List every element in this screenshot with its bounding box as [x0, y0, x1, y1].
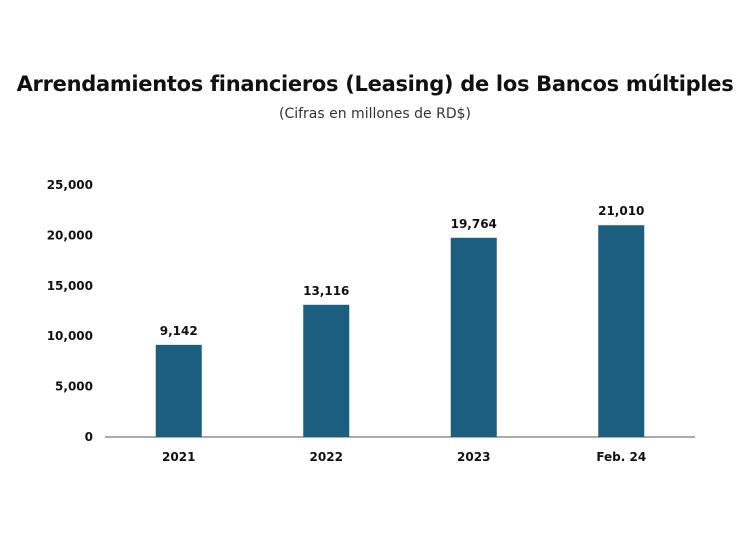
data-label: 21,010 — [598, 204, 644, 218]
x-tick-label: 2023 — [457, 450, 490, 464]
y-tick-label: 20,000 — [47, 228, 93, 242]
data-label: 9,142 — [160, 324, 198, 338]
data-label: 19,764 — [451, 217, 497, 231]
y-tick-label: 25,000 — [47, 178, 93, 192]
y-tick-label: 15,000 — [47, 279, 93, 293]
bar — [598, 225, 645, 437]
bar — [303, 304, 350, 437]
bar — [450, 237, 497, 437]
chart-subtitle: (Cifras en millones de RD$) — [278, 106, 471, 122]
x-tick-label: 2021 — [162, 450, 195, 464]
bar — [155, 344, 202, 437]
x-tick-label: Feb. 24 — [596, 450, 646, 464]
chart-title: Arrendamientos financieros (Leasing) de … — [16, 72, 734, 96]
y-tick-label: 5,000 — [55, 380, 93, 394]
y-tick-label: 10,000 — [47, 329, 93, 343]
y-tick-label: 0 — [85, 430, 93, 444]
x-tick-label: 2022 — [310, 450, 343, 464]
data-label: 13,116 — [303, 284, 349, 298]
